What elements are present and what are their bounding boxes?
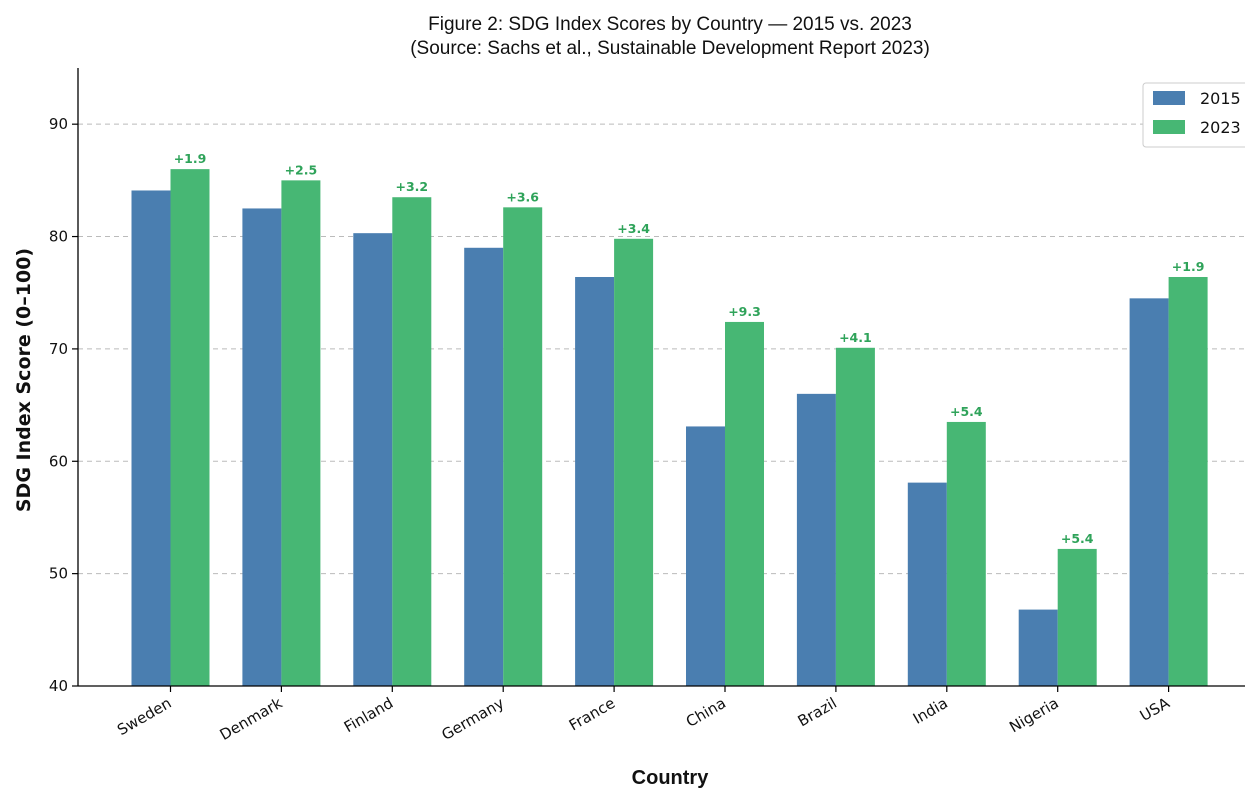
gridlines [78,123,1245,575]
bar-2015-finland [353,233,393,686]
legend-swatch-2023 [1153,120,1185,134]
bar-2015-nigeria [1018,609,1058,686]
delta-label: +9.3 [728,304,761,319]
delta-label: +1.9 [1172,259,1205,274]
y-tick-label: 40 [49,677,68,695]
x-tick-label: Germany [438,694,507,744]
bar-2023-france [614,238,654,686]
bar-2015-germany [464,247,504,687]
x-tick-label: Brazil [795,694,840,731]
x-axis-ticks: Sweden Denmark Finland Germany France China Br… [114,686,1173,744]
legend-label-2023: 2023 [1200,118,1241,137]
bar-2023-denmark [281,180,321,686]
x-tick-label: Sweden [114,694,174,739]
bar-2015-usa [1129,298,1169,686]
y-tick-label: 60 [49,452,68,470]
x-tick-label: China [683,694,729,731]
y-tick-label: 80 [49,228,68,246]
legend-label-2015: 2015 [1200,89,1241,108]
bar-2015-france [575,276,615,686]
delta-label: +1.9 [174,151,207,166]
chart-title-line-1: Figure 2: SDG Index Scores by Country — … [428,14,912,35]
bar-2023-germany [503,207,543,686]
bar-2023-brazil [835,347,875,686]
bar-2023-usa [1168,276,1208,686]
bar-2015-sweden [131,190,171,686]
delta-labels: +1.9 +2.5 +3.2 +3.6 +3.4 +9.3 +4.1 +5.4 +5.4 +1.9 [174,151,1205,546]
y-axis-ticks: 40 50 60 70 80 90 [49,115,78,695]
legend: 2015 2023 [1142,82,1245,148]
delta-label: +5.4 [950,404,983,419]
bars [131,169,1208,687]
bar-2015-india [907,482,947,686]
bar-2023-finland [392,197,432,686]
bar-2015-brazil [796,393,836,686]
x-tick-label: India [910,694,951,728]
delta-label: +3.4 [617,221,650,236]
y-tick-label: 90 [49,115,68,133]
x-tick-label: Nigeria [1006,694,1061,736]
x-axis-label: Country [632,767,710,789]
legend-swatch-2015 [1153,91,1185,105]
bar-2023-china [725,321,764,686]
bar-2023-sweden [170,169,210,687]
x-tick-label: Finland [341,694,396,736]
delta-label: +3.6 [506,189,539,204]
x-tick-label: USA [1137,694,1174,725]
y-tick-label: 50 [49,565,68,583]
chart-title-line-2: (Source: Sachs et al., Sustainable Devel… [410,38,930,59]
delta-label: +4.1 [839,330,872,345]
x-tick-label: Denmark [217,694,286,744]
delta-label: +5.4 [1061,531,1094,546]
y-tick-label: 70 [49,340,68,358]
bar-2015-denmark [242,208,282,687]
delta-label: +2.5 [285,162,318,177]
bar-2023-nigeria [1057,548,1097,686]
delta-label: +3.2 [395,179,428,194]
y-axis-label: SDG Index Score (0–100) [13,248,35,512]
bar-2023-india [946,421,986,686]
x-tick-label: France [566,694,618,735]
bar-2015-china [686,426,725,686]
